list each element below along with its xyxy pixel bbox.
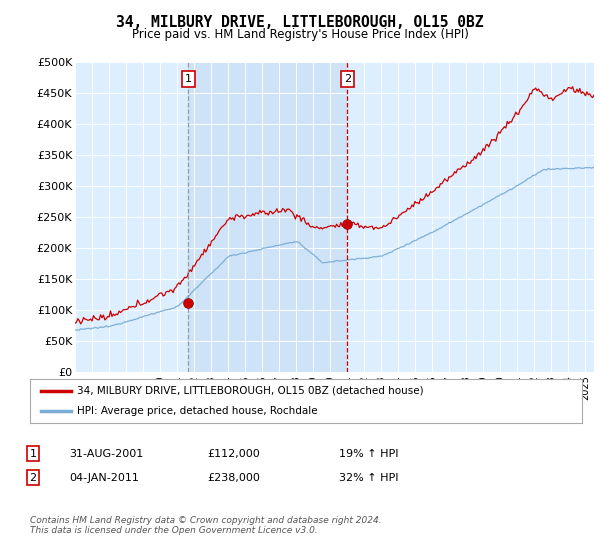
Text: 2: 2 — [29, 473, 37, 483]
Text: HPI: Average price, detached house, Rochdale: HPI: Average price, detached house, Roch… — [77, 406, 317, 416]
Text: 2: 2 — [344, 74, 351, 84]
Text: 34, MILBURY DRIVE, LITTLEBOROUGH, OL15 0BZ: 34, MILBURY DRIVE, LITTLEBOROUGH, OL15 0… — [116, 15, 484, 30]
Bar — [188, 62, 347, 372]
Text: Price paid vs. HM Land Registry's House Price Index (HPI): Price paid vs. HM Land Registry's House … — [131, 28, 469, 41]
Text: £112,000: £112,000 — [207, 449, 260, 459]
Text: 1: 1 — [185, 74, 192, 84]
Text: 34, MILBURY DRIVE, LITTLEBOROUGH, OL15 0BZ (detached house): 34, MILBURY DRIVE, LITTLEBOROUGH, OL15 0… — [77, 386, 424, 396]
Text: £238,000: £238,000 — [207, 473, 260, 483]
Text: Contains HM Land Registry data © Crown copyright and database right 2024.
This d: Contains HM Land Registry data © Crown c… — [30, 516, 382, 535]
Text: 1: 1 — [29, 449, 37, 459]
Text: 04-JAN-2011: 04-JAN-2011 — [69, 473, 139, 483]
Text: 19% ↑ HPI: 19% ↑ HPI — [339, 449, 398, 459]
Text: 32% ↑ HPI: 32% ↑ HPI — [339, 473, 398, 483]
Text: 31-AUG-2001: 31-AUG-2001 — [69, 449, 143, 459]
